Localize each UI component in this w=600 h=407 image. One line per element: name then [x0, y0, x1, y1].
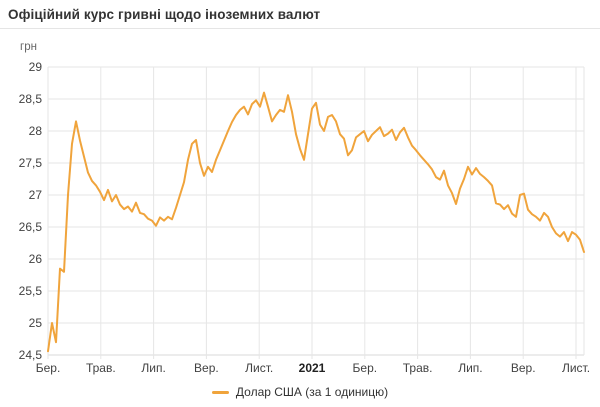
- x-tick-label: Лип.: [141, 361, 165, 375]
- legend-item-usd[interactable]: Долар США (за 1 одиницю): [211, 385, 389, 399]
- x-tick-label: Бер.: [36, 361, 61, 375]
- x-tick-label: Трав.: [403, 361, 433, 375]
- y-tick-label: 26: [29, 252, 43, 266]
- y-tick-label: 24,5: [19, 348, 43, 362]
- x-tick-label: Лист.: [562, 361, 590, 375]
- x-tick-label: 2021: [299, 361, 326, 375]
- y-axis-unit-label: грн: [20, 41, 37, 53]
- page-title: Офіційний курс гривні щодо іноземних вал…: [8, 7, 321, 22]
- usd-series-line: [47, 91, 585, 353]
- y-tick-label: 26,5: [19, 220, 43, 234]
- x-tick-label: Бер.: [353, 361, 378, 375]
- x-tick-label: Трав.: [86, 361, 116, 375]
- x-tick-label: Вер.: [511, 361, 536, 375]
- x-tick-label: Лист.: [245, 361, 273, 375]
- title-divider: [0, 28, 600, 29]
- y-tick-label: 27,5: [19, 156, 43, 170]
- y-tick-label: 25,5: [19, 284, 43, 298]
- legend-label: Долар США (за 1 одиницю): [235, 385, 389, 399]
- x-tick-label: Вер.: [194, 361, 219, 375]
- y-tick-label: 28: [29, 124, 43, 138]
- y-tick-label: 28,5: [19, 92, 43, 106]
- x-tick-label: Лип.: [458, 361, 482, 375]
- y-tick-label: 27: [29, 188, 43, 202]
- legend-line-swatch: [211, 390, 229, 394]
- chart-legend: Долар США (за 1 одиницю): [0, 382, 600, 402]
- y-tick-label: 29: [29, 60, 43, 74]
- y-tick-label: 25: [29, 316, 43, 330]
